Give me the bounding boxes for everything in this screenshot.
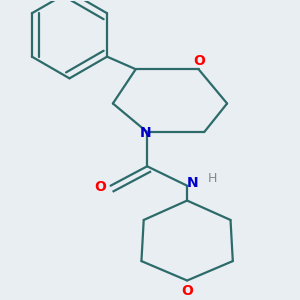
Text: O: O [181, 284, 193, 298]
Text: N: N [140, 126, 152, 140]
Text: O: O [94, 180, 106, 194]
Text: H: H [208, 172, 217, 185]
Text: N: N [187, 176, 199, 190]
Text: O: O [194, 54, 206, 68]
